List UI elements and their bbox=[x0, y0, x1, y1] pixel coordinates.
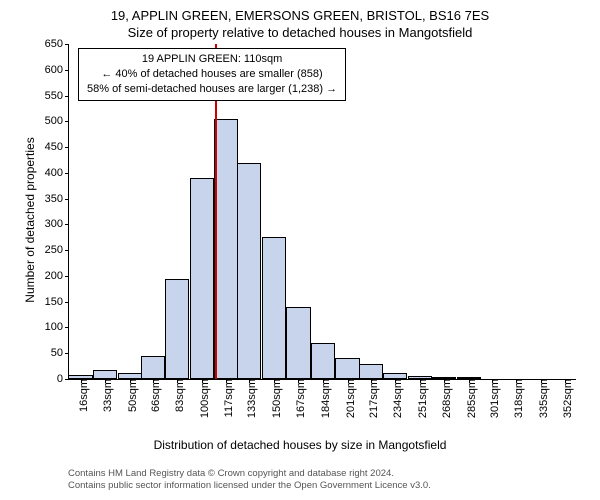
x-tick: 83sqm bbox=[168, 379, 186, 412]
annotation-line2: ← 40% of detached houses are smaller (85… bbox=[87, 67, 337, 82]
chart-title-line1: 19, APPLIN GREEN, EMERSONS GREEN, BRISTO… bbox=[0, 8, 600, 23]
histogram-bar bbox=[311, 343, 335, 379]
histogram-bar bbox=[165, 279, 189, 380]
x-tick: 234sqm bbox=[386, 379, 404, 418]
x-tick: 217sqm bbox=[362, 379, 380, 418]
chart-title-line2: Size of property relative to detached ho… bbox=[0, 25, 600, 40]
y-tick: 150 bbox=[45, 296, 69, 308]
x-tick: 301sqm bbox=[483, 379, 501, 418]
y-tick: 650 bbox=[45, 38, 69, 50]
footer-line2: Contains public sector information licen… bbox=[68, 480, 431, 492]
y-tick: 350 bbox=[45, 193, 69, 205]
property-annotation-box: 19 APPLIN GREEN: 110sqm ← 40% of detache… bbox=[78, 48, 346, 101]
histogram-bar bbox=[190, 178, 214, 379]
x-tick: 201sqm bbox=[339, 379, 357, 418]
annotation-line3: 58% of semi-detached houses are larger (… bbox=[87, 82, 337, 97]
footer-attribution: Contains HM Land Registry data © Crown c… bbox=[68, 468, 431, 493]
histogram-bar bbox=[93, 370, 117, 379]
x-tick: 184sqm bbox=[314, 379, 332, 418]
x-tick: 117sqm bbox=[217, 379, 235, 417]
histogram-bar bbox=[214, 119, 238, 379]
x-tick: 150sqm bbox=[265, 379, 283, 418]
x-tick: 335sqm bbox=[532, 379, 550, 418]
x-axis-label: Distribution of detached houses by size … bbox=[0, 438, 600, 452]
x-tick: 133sqm bbox=[240, 379, 258, 418]
y-tick: 50 bbox=[51, 347, 69, 359]
y-tick: 250 bbox=[45, 244, 69, 256]
y-tick: 200 bbox=[45, 270, 69, 282]
x-tick: 352sqm bbox=[556, 379, 574, 418]
histogram-bar bbox=[286, 307, 310, 379]
y-tick: 550 bbox=[45, 90, 69, 102]
y-tick: 0 bbox=[57, 373, 69, 385]
histogram-bar bbox=[262, 237, 286, 379]
footer-line1: Contains HM Land Registry data © Crown c… bbox=[68, 468, 431, 480]
y-tick: 450 bbox=[45, 141, 69, 153]
y-tick: 500 bbox=[45, 115, 69, 127]
x-tick: 66sqm bbox=[144, 379, 162, 412]
x-tick: 285sqm bbox=[460, 379, 478, 418]
x-tick: 251sqm bbox=[411, 379, 429, 418]
x-tick: 318sqm bbox=[507, 379, 525, 418]
y-tick: 100 bbox=[45, 321, 69, 333]
x-tick: 268sqm bbox=[435, 379, 453, 418]
histogram-bar bbox=[359, 364, 383, 379]
histogram-bar bbox=[237, 163, 261, 379]
histogram-bar bbox=[141, 356, 165, 379]
y-tick: 300 bbox=[45, 218, 69, 230]
y-axis-label: Number of detached properties bbox=[23, 120, 37, 320]
chart-container: 19, APPLIN GREEN, EMERSONS GREEN, BRISTO… bbox=[0, 0, 600, 500]
x-tick: 100sqm bbox=[193, 379, 211, 418]
y-tick: 600 bbox=[45, 64, 69, 76]
x-tick: 33sqm bbox=[96, 379, 114, 412]
x-tick: 167sqm bbox=[289, 379, 307, 418]
annotation-line1: 19 APPLIN GREEN: 110sqm bbox=[87, 52, 337, 67]
x-tick: 16sqm bbox=[72, 379, 90, 412]
histogram-bar bbox=[335, 358, 359, 379]
y-tick: 400 bbox=[45, 167, 69, 179]
x-tick: 50sqm bbox=[121, 379, 139, 412]
